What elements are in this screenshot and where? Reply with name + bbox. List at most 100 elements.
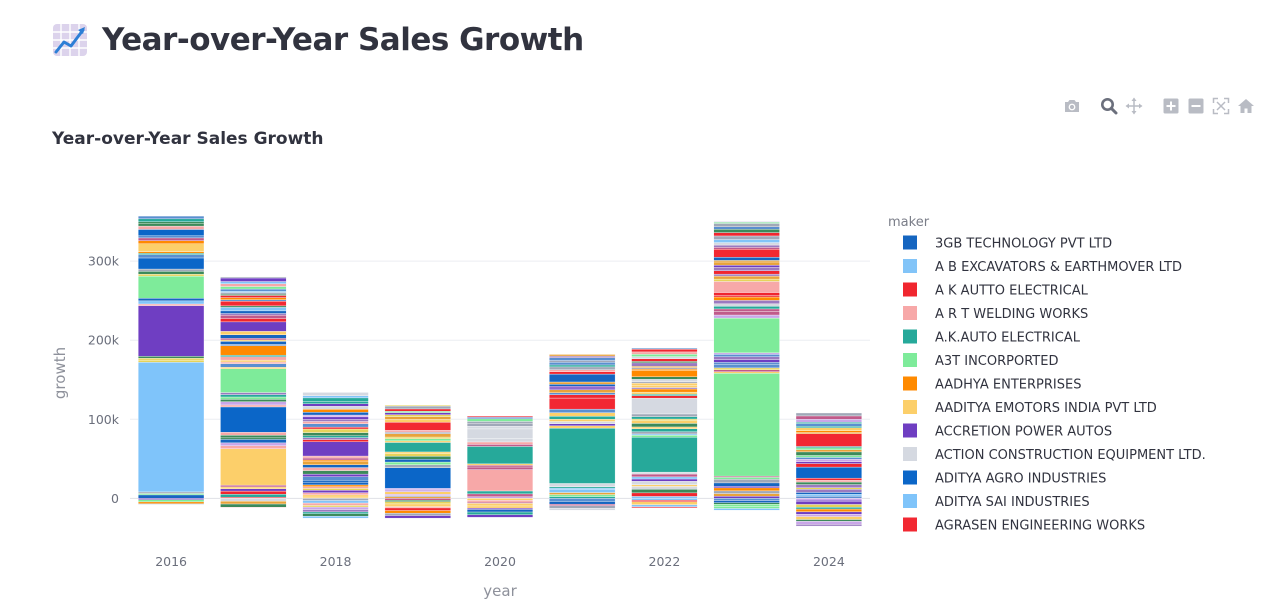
bar-segment[interactable] (138, 254, 205, 259)
bar-segment[interactable] (549, 492, 616, 495)
bar-segment[interactable] (302, 426, 369, 430)
bar-segment[interactable] (631, 358, 698, 362)
bar-segment[interactable] (549, 496, 616, 499)
bar-segment[interactable] (631, 471, 698, 475)
bar-segment[interactable] (466, 415, 534, 418)
bar-segment[interactable] (466, 507, 534, 510)
bar-segment[interactable] (795, 519, 862, 522)
bar-segment[interactable] (302, 467, 369, 471)
bar-segment[interactable] (549, 387, 616, 390)
bar-segment[interactable] (795, 477, 862, 481)
bar-segment[interactable] (631, 354, 698, 357)
bar-segment[interactable] (466, 416, 534, 420)
bar-segment[interactable] (795, 412, 862, 417)
bar-stack-2018[interactable] (302, 392, 369, 519)
bar-segment[interactable] (713, 292, 780, 296)
bar-segment[interactable] (713, 281, 780, 293)
bar-segment[interactable] (220, 334, 287, 339)
bar-segment[interactable] (549, 408, 616, 413)
bar-segment[interactable] (713, 260, 780, 263)
bar-segment[interactable] (220, 368, 287, 393)
bar-segment[interactable] (631, 478, 698, 482)
bar-segment[interactable] (138, 257, 205, 270)
bar-segment[interactable] (466, 501, 534, 504)
bar-segment[interactable] (631, 391, 698, 395)
bar-segment[interactable] (713, 223, 780, 227)
bar-segment[interactable] (631, 481, 698, 485)
bar-segment[interactable] (302, 406, 369, 410)
bar-segment[interactable] (631, 501, 698, 505)
zoom-out-button[interactable] (1184, 94, 1208, 118)
bar-segment[interactable] (795, 430, 862, 433)
bar-segment[interactable] (466, 441, 534, 445)
legend-entry-label[interactable]: A B EXCAVATORS & EARTHMOVER LTD (935, 260, 1182, 275)
legend-swatch[interactable] (903, 259, 917, 273)
bar-segment[interactable] (795, 501, 862, 505)
bar-segment[interactable] (466, 444, 534, 447)
bar-segment[interactable] (466, 503, 534, 507)
bar-segment[interactable] (713, 308, 780, 312)
bar-segment[interactable] (384, 494, 451, 496)
bar-segment[interactable] (549, 364, 616, 368)
bar-segment[interactable] (713, 242, 780, 246)
bar-segment[interactable] (713, 229, 780, 233)
bar-segment[interactable] (384, 419, 451, 423)
bar-segment[interactable] (713, 496, 780, 499)
legend-entry-label[interactable]: AGRASEN ENGINEERING WORKS (935, 519, 1145, 534)
bar-segment[interactable] (713, 261, 780, 266)
bar-segment[interactable] (631, 370, 698, 377)
bar-segment[interactable] (795, 524, 862, 527)
bar-segment[interactable] (138, 356, 205, 359)
bar-segment[interactable] (631, 492, 698, 497)
bar-segment[interactable] (795, 458, 862, 462)
bar-segment[interactable] (631, 362, 698, 367)
bar-segment[interactable] (466, 465, 534, 468)
bar-segment[interactable] (384, 438, 451, 442)
download-png-button[interactable] (1060, 94, 1084, 118)
bar-segment[interactable] (384, 491, 451, 495)
bar-segment[interactable] (302, 403, 369, 407)
legend-entry-label[interactable]: ADITYA SAI INDUSTRIES (935, 495, 1090, 510)
legend-swatch[interactable] (903, 329, 917, 344)
bar-segment[interactable] (384, 498, 451, 501)
bar-segment[interactable] (713, 502, 780, 505)
bar-segment[interactable] (631, 376, 698, 380)
bar-segment[interactable] (713, 317, 780, 354)
bar-segment[interactable] (220, 307, 287, 312)
bar-segment[interactable] (549, 369, 616, 372)
bar-segment[interactable] (220, 286, 287, 290)
bar-segment[interactable] (220, 445, 287, 449)
bar-segment[interactable] (549, 498, 616, 502)
bar-segment[interactable] (466, 425, 534, 430)
bar-segment[interactable] (220, 277, 287, 282)
bar-segment[interactable] (138, 503, 205, 505)
bar-segment[interactable] (795, 516, 862, 520)
bar-segment[interactable] (220, 345, 287, 356)
bar-segment[interactable] (220, 500, 287, 505)
bar-segment[interactable] (466, 511, 534, 515)
bar-segment[interactable] (631, 489, 698, 494)
bar-segment[interactable] (302, 457, 369, 461)
bar-segment[interactable] (795, 481, 862, 485)
legend-swatch[interactable] (903, 235, 917, 250)
bar-segment[interactable] (466, 418, 534, 422)
bar-segment[interactable] (795, 507, 862, 510)
bar-segment[interactable] (302, 435, 369, 438)
bar-segment[interactable] (631, 418, 698, 421)
bar-segment[interactable] (138, 300, 205, 305)
bar-segment[interactable] (795, 463, 862, 468)
bar-segment[interactable] (384, 431, 451, 434)
bar-segment[interactable] (138, 493, 205, 496)
bar-segment[interactable] (713, 257, 780, 261)
pan-button[interactable] (1122, 94, 1146, 118)
bar-segment[interactable] (631, 496, 698, 499)
bar-segment[interactable] (384, 412, 451, 415)
bar-segment[interactable] (549, 412, 616, 417)
bar-segment[interactable] (795, 508, 862, 513)
bar-segment[interactable] (549, 483, 616, 488)
bar-segment[interactable] (713, 247, 780, 250)
bar-segment[interactable] (631, 437, 698, 473)
legend-entry-label[interactable]: A.K.AUTO ELECTRICAL (935, 331, 1081, 346)
bar-segment[interactable] (795, 451, 862, 456)
bar-segment[interactable] (220, 361, 287, 364)
